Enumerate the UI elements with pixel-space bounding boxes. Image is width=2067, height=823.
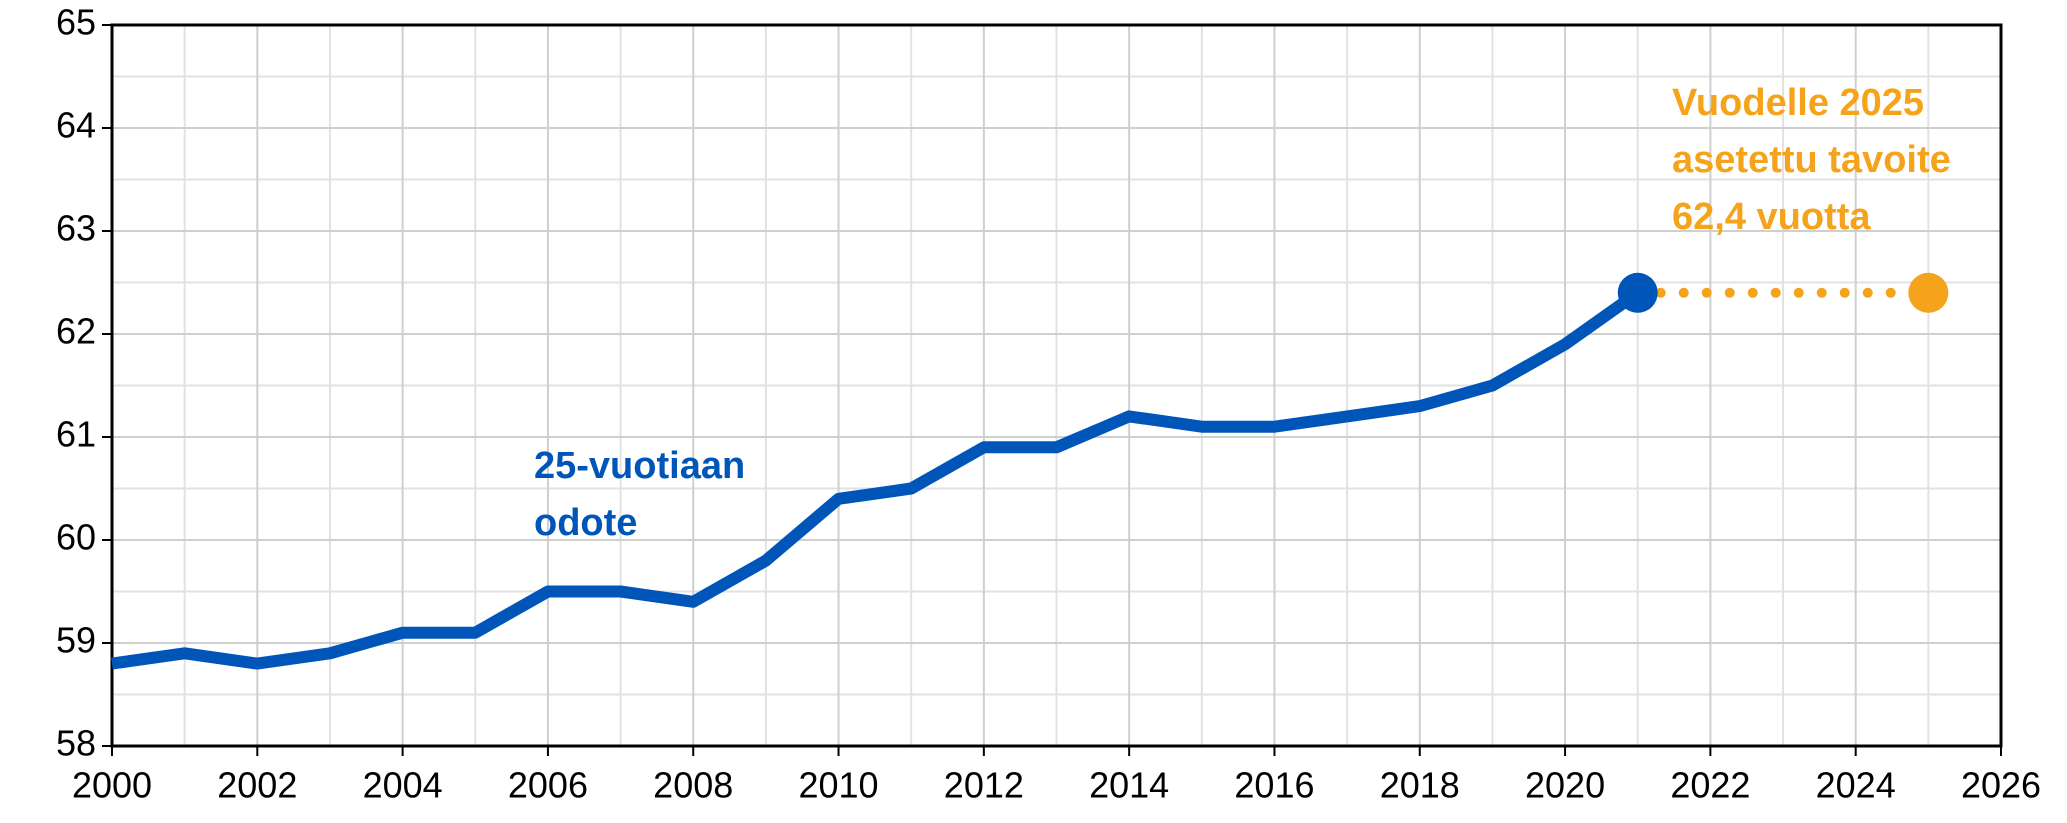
- y-tick-label: 60: [56, 517, 96, 558]
- x-tick-label: 2016: [1234, 765, 1314, 806]
- annotation: odote: [534, 502, 637, 544]
- x-tick-label: 2002: [217, 765, 297, 806]
- y-tick-label: 65: [56, 2, 96, 43]
- annotation: asetettu tavoite: [1672, 139, 1951, 181]
- x-tick-label: 2008: [653, 765, 733, 806]
- x-tick-label: 2000: [72, 765, 152, 806]
- x-tick-label: 2022: [1670, 765, 1750, 806]
- y-tick-label: 64: [56, 105, 96, 146]
- x-tick-label: 2004: [363, 765, 443, 806]
- annotation: Vuodelle 2025: [1672, 82, 1924, 124]
- y-tick-label: 59: [56, 620, 96, 661]
- y-tick-label: 58: [56, 723, 96, 764]
- end-marker: [1908, 272, 1949, 313]
- x-tick-label: 2010: [798, 765, 878, 806]
- y-tick-label: 61: [56, 414, 96, 455]
- line-series: [111, 287, 1642, 670]
- y-tick-label: 62: [56, 311, 96, 352]
- annotation: 25-vuotiaan: [534, 445, 745, 487]
- x-tick-label: 2006: [508, 765, 588, 806]
- annotation: 62,4 vuotta: [1672, 196, 1871, 238]
- x-tick-label: 2020: [1525, 765, 1605, 806]
- x-tick-label: 2014: [1089, 765, 1169, 806]
- x-tick-label: 2024: [1816, 765, 1896, 806]
- y-tick-label: 63: [56, 208, 96, 249]
- plot-frame: [110, 23, 2003, 748]
- x-tick-label: 2012: [944, 765, 1024, 806]
- x-tick-label: 2018: [1380, 765, 1460, 806]
- x-tick-label: 2026: [1961, 765, 2041, 806]
- end-marker: [1617, 272, 1658, 313]
